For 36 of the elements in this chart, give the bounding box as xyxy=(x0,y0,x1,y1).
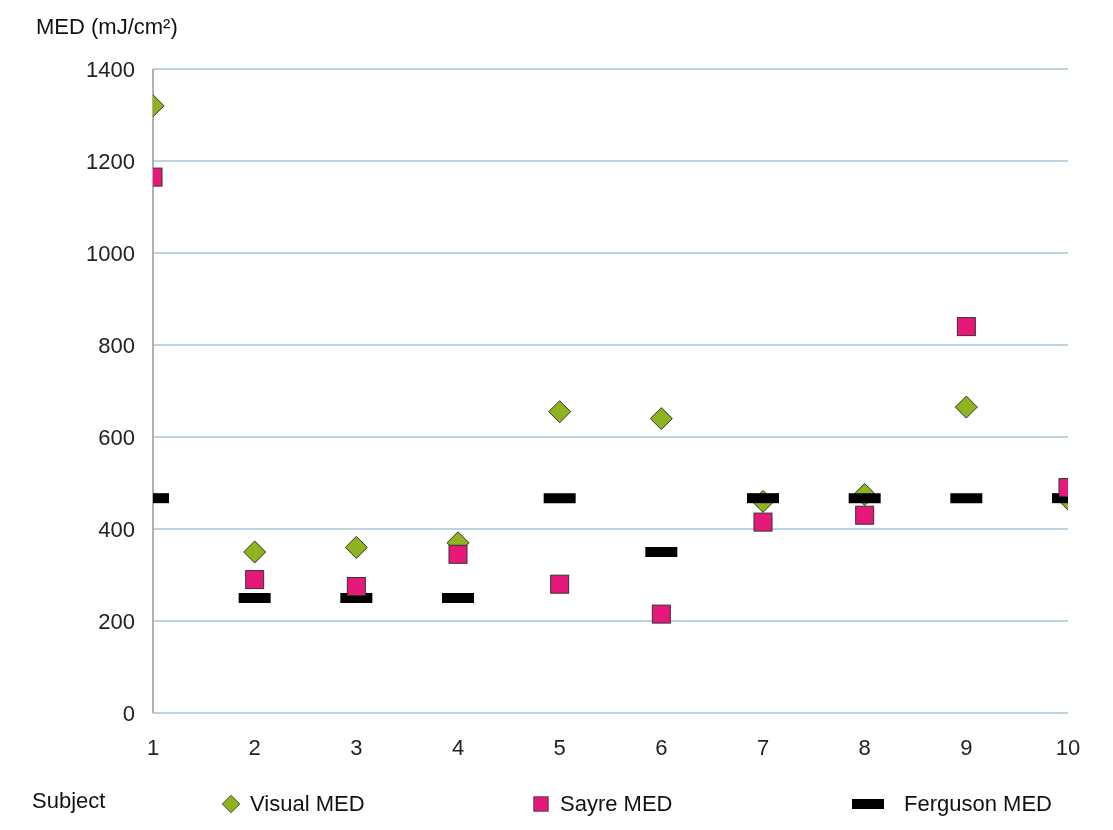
y-tick-label: 800 xyxy=(98,332,135,358)
legend-label: Ferguson MED xyxy=(904,791,1052,817)
x-tick-label: 9 xyxy=(960,734,973,760)
point xyxy=(954,395,978,419)
legend-label: Sayre MED xyxy=(560,791,673,817)
y-tick-label: 1000 xyxy=(86,240,135,266)
point xyxy=(346,577,366,596)
y-axis-title: MED (mJ/cm²) xyxy=(36,14,178,40)
point xyxy=(245,570,265,590)
point xyxy=(651,604,671,624)
point xyxy=(649,407,673,431)
x-tick-label: 3 xyxy=(350,734,363,760)
point xyxy=(344,535,368,559)
x-tick-label: 2 xyxy=(248,734,261,760)
x-tick-label: 8 xyxy=(858,734,871,760)
y-tick-label: 600 xyxy=(98,424,135,450)
point xyxy=(753,512,773,532)
point xyxy=(550,574,570,594)
x-tick-label: 5 xyxy=(553,734,566,760)
point xyxy=(243,540,267,564)
y-tick-label: 1400 xyxy=(86,56,135,82)
y-tick-label: 1200 xyxy=(86,148,135,174)
point xyxy=(956,317,976,337)
x-tick-label: 1 xyxy=(146,734,160,760)
x-tick-label: 10 xyxy=(1055,734,1081,760)
x-tick-label: 7 xyxy=(756,734,770,760)
x-tick-label: 4 xyxy=(451,734,465,760)
x-axis-title: Subject xyxy=(32,788,106,814)
y-tick-label: 0 xyxy=(122,700,135,726)
point xyxy=(448,544,468,564)
point xyxy=(855,505,875,525)
y-tick-label: 200 xyxy=(98,608,135,634)
legend-label: Visual MED xyxy=(250,791,365,817)
point xyxy=(548,400,572,424)
x-tick-label: 6 xyxy=(655,734,668,760)
y-tick-label: 400 xyxy=(98,516,135,542)
